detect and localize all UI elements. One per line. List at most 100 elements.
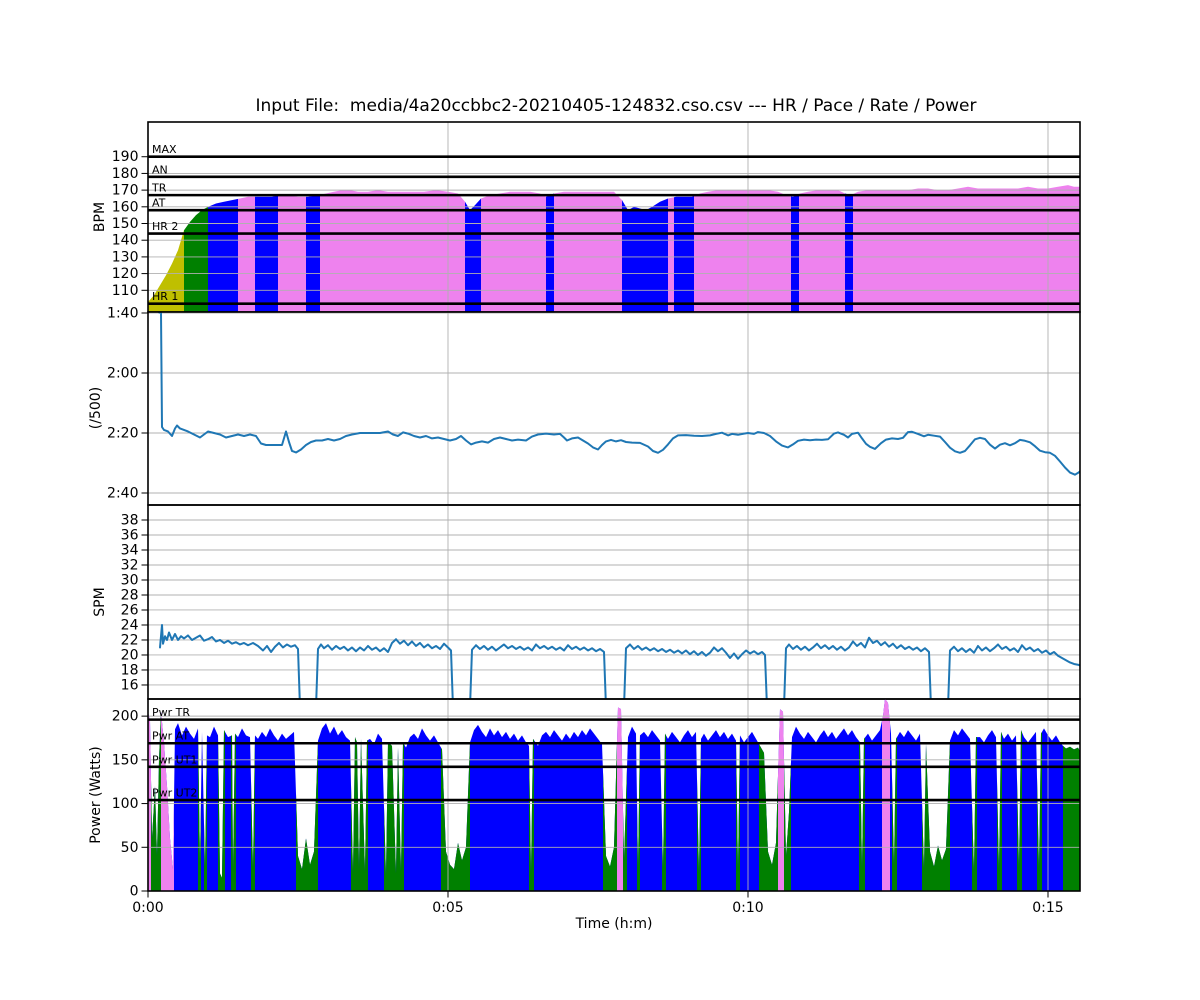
power-area-segment: [1063, 745, 1080, 891]
y-tick-label: 34: [121, 542, 139, 558]
y-tick-label: 2:00: [107, 365, 138, 381]
power-zone-label: Pwr TR: [152, 706, 190, 719]
y-tick-label: 140: [112, 233, 139, 249]
y-tick-label: 170: [112, 183, 139, 199]
y-tick-label: 22: [121, 632, 139, 648]
hr-axis-label: BPM: [92, 201, 108, 233]
spm-panel: [148, 505, 1080, 699]
x-tick-label: 0:10: [732, 900, 763, 916]
power-area-segment: [441, 742, 470, 891]
power-panel: Pwr TR Pwr AT Pwr UT1 Pwr UT2: [148, 699, 1080, 891]
spm-line: [159, 623, 1080, 699]
power-area-segment: [859, 737, 865, 891]
x-tick-label: 0:05: [432, 900, 463, 916]
y-tick-label: 26: [121, 602, 139, 618]
hr-area-segment: [306, 194, 320, 312]
hr-zone-label: HR 2: [152, 220, 178, 233]
y-tick-label: 150: [112, 216, 139, 232]
hr-area-segment: [208, 198, 238, 312]
y-tick-label: 130: [112, 249, 139, 265]
hr-zone-label: AN: [152, 163, 168, 176]
power-area-segment: [218, 730, 225, 891]
y-tick-label: 28: [121, 587, 139, 603]
power-area-segment: [972, 737, 977, 891]
power-area-segment: [384, 742, 404, 891]
hr-zone-label: HR 1: [152, 290, 178, 303]
y-tick-label: 24: [121, 617, 139, 633]
power-area-segment: [161, 711, 174, 891]
y-tick-label: 160: [112, 199, 139, 215]
power-area-segment: [603, 742, 617, 891]
hr-zone-label: AT: [152, 197, 166, 210]
pace-line: [158, 312, 1080, 476]
power-area-segment: [198, 728, 201, 891]
hr-area-segment: [481, 191, 546, 312]
power-area-segment: [204, 735, 207, 891]
power-area-base: [148, 699, 1080, 891]
hr-area-segment: [853, 185, 1080, 312]
hr-area-segment: [184, 206, 208, 312]
hr-area-segment: [694, 190, 791, 312]
power-area-segment: [759, 744, 778, 891]
power-area-segment: [922, 740, 950, 891]
hr-area-segment: [320, 190, 465, 312]
y-tick-label: 20: [121, 647, 139, 663]
power-area-segment: [997, 731, 1002, 891]
y-tick-label: 100: [112, 796, 139, 812]
y-tick-label: 32: [121, 557, 139, 573]
hr-area-segment: [148, 230, 184, 312]
hr-area-segment: [674, 195, 694, 312]
power-area-segment: [662, 733, 666, 891]
x-tick-label: 0:15: [1032, 900, 1063, 916]
y-tick-label: 200: [112, 709, 139, 725]
y-tick-label: 190: [112, 149, 139, 165]
hr-area-segment: [799, 190, 845, 312]
time-axis-label: Time (h:m): [575, 916, 653, 932]
power-area-segment: [351, 737, 368, 891]
x-tick-label: 0:00: [132, 900, 163, 916]
y-tick-label: 18: [121, 662, 139, 678]
power-area-segment: [892, 737, 897, 891]
power-area-segment: [151, 711, 161, 891]
power-frame: [147, 698, 1081, 892]
y-tick-label: 0: [130, 884, 139, 900]
y-tick-label: 50: [121, 840, 139, 856]
power-area-segment: [623, 767, 627, 891]
power-area-segment: [784, 759, 791, 891]
power-zone-label: Pwr AT: [152, 730, 189, 743]
pace-axis-label: (/500): [88, 386, 104, 430]
y-tick-label: 150: [112, 752, 139, 768]
y-tick-label: 2:40: [107, 485, 138, 501]
power-area-segment: [736, 735, 740, 891]
power-area-segment: [882, 699, 890, 891]
power-area-segment: [697, 738, 701, 891]
y-tick-label: 1:40: [107, 305, 138, 321]
hr-area-segment: [255, 195, 278, 312]
hr-area-segment: [554, 191, 622, 312]
hr-area-segment: [791, 193, 799, 312]
y-tick-label: 16: [121, 677, 139, 693]
power-area-segment: [1017, 730, 1022, 891]
hr-zone-label: TR: [151, 182, 167, 195]
y-tick-label: 120: [112, 266, 139, 282]
pace-frame: [147, 311, 1081, 506]
y-tick-label: 110: [112, 283, 139, 299]
power-area-segment: [296, 740, 318, 891]
pace-panel: [148, 312, 1080, 505]
spm-axis-label: SPM: [92, 587, 108, 617]
y-tick-label: 38: [121, 512, 139, 528]
power-area-segment: [251, 735, 255, 891]
power-zone-label: Pwr UT2: [152, 787, 197, 800]
y-tick-label: 36: [121, 527, 139, 543]
y-tick-label: 180: [112, 166, 139, 182]
power-area-segment: [529, 738, 534, 891]
power-axis-label: Power (Watts): [88, 746, 104, 844]
y-tick-label: 30: [121, 572, 139, 588]
power-zone-label: Pwr UT1: [152, 753, 197, 766]
chart-title: Input File: media/4a20ccbbc2-20210405-12…: [255, 96, 977, 116]
y-tick-label: 2:20: [107, 425, 138, 441]
hr-area-segment: [465, 198, 481, 312]
hr-area-segment: [278, 195, 306, 312]
